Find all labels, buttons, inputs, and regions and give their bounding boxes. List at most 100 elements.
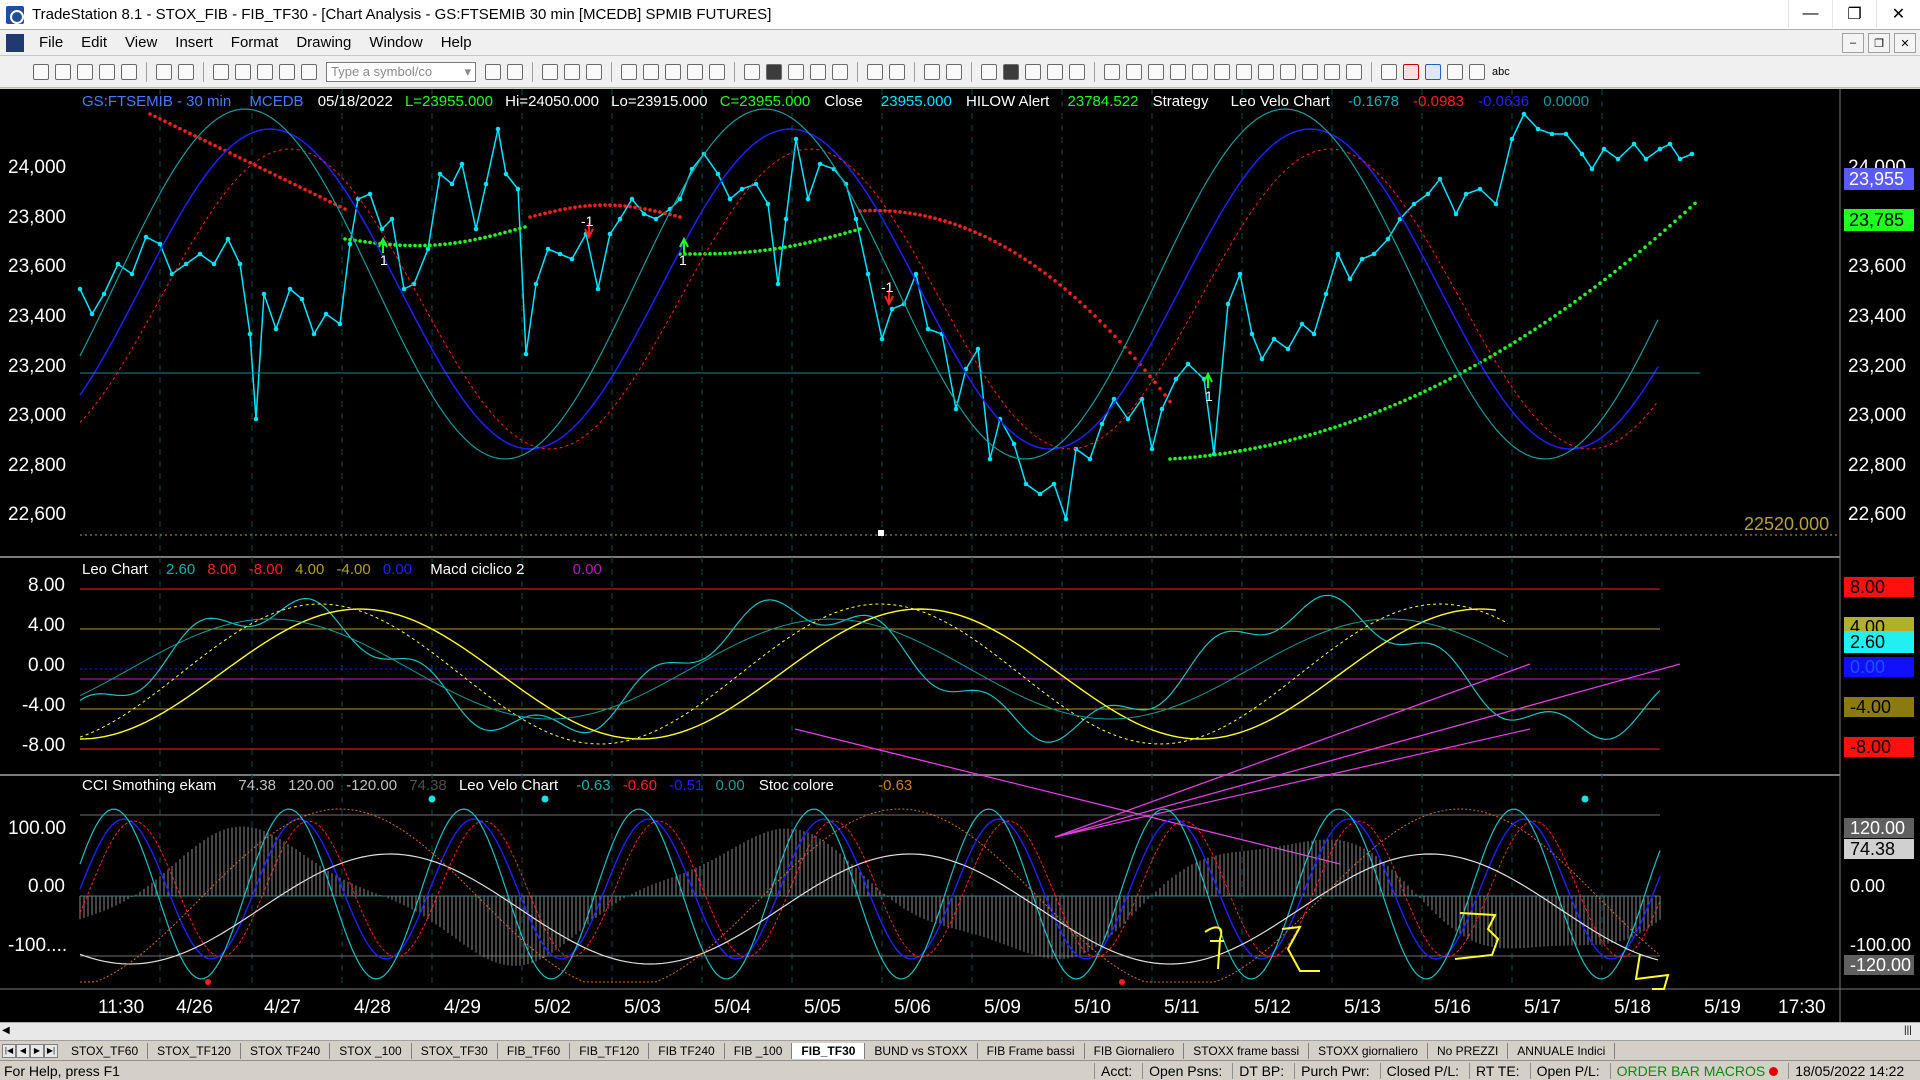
tab-prev-icon[interactable]: ◀ <box>16 1043 30 1058</box>
tab-stox-tf120[interactable]: STOX_TF120 <box>148 1042 241 1059</box>
paste-icon[interactable] <box>257 63 273 80</box>
scanner-icon[interactable] <box>621 63 637 80</box>
cycle-icon[interactable] <box>1324 63 1340 80</box>
text-tool-abc[interactable]: abc <box>1492 65 1510 78</box>
news-icon[interactable] <box>643 63 659 80</box>
scroll-right-icon[interactable]: ||| <box>1904 1025 1912 1036</box>
tab-next-icon[interactable]: ▶ <box>30 1043 44 1058</box>
tab-fib-tf30[interactable]: FIB_TF30 <box>792 1042 866 1059</box>
tab-no-prezzi[interactable]: No PREZZI <box>1428 1042 1509 1059</box>
chart-window-icon[interactable] <box>6 33 24 52</box>
tab-annuale-indici[interactable]: ANNUALE Indici <box>1508 1042 1616 1059</box>
hammer-icon[interactable] <box>1025 63 1041 80</box>
rectangle-icon[interactable] <box>1469 63 1485 80</box>
zoom-out-icon[interactable] <box>946 63 962 80</box>
insert-window-icon[interactable] <box>279 63 295 80</box>
quote-icon[interactable] <box>709 63 725 80</box>
open-workspace-icon[interactable] <box>77 63 93 80</box>
vertical-lines-icon[interactable] <box>1126 63 1142 80</box>
pen-icon[interactable] <box>1346 63 1362 80</box>
arrow-down-icon[interactable] <box>1403 63 1419 80</box>
horizontal-scrollbar[interactable]: ◀ ||| <box>0 1022 1920 1040</box>
horizontal-lines-icon[interactable] <box>1148 63 1164 80</box>
tab-stox-tf30[interactable]: STOX_TF30 <box>412 1042 498 1059</box>
leo-chart-panel[interactable] <box>79 588 1681 865</box>
save-icon[interactable] <box>121 63 137 80</box>
cci-panel[interactable] <box>79 795 1670 990</box>
chart-analysis-icon[interactable] <box>542 63 558 80</box>
refresh-icon[interactable] <box>1069 63 1085 80</box>
tab-fib-tf60[interactable]: FIB_TF60 <box>498 1042 571 1059</box>
tab-fib-giornaliero[interactable]: FIB Giornaliero <box>1085 1042 1185 1059</box>
regression-icon[interactable] <box>1258 63 1274 80</box>
symbol-lookup-icon[interactable] <box>507 63 523 80</box>
menu-insert[interactable]: Insert <box>175 34 213 51</box>
globe-icon[interactable] <box>744 63 760 80</box>
price-panel[interactable] <box>77 108 1840 536</box>
tab-stox-tf240[interactable]: STOX TF240 <box>241 1042 331 1059</box>
trendline-icon[interactable] <box>1104 63 1120 80</box>
matrix-icon[interactable] <box>586 63 602 80</box>
close-workspace-icon[interactable] <box>99 63 115 80</box>
scroll-left-icon[interactable]: ◀ <box>2 1025 10 1036</box>
copy-icon[interactable] <box>235 63 251 80</box>
line-chart-icon[interactable] <box>810 63 826 80</box>
channel-icon[interactable] <box>1280 63 1296 80</box>
go-arrow-icon[interactable] <box>485 63 501 80</box>
strategy-icon[interactable] <box>665 63 681 80</box>
freehand-icon[interactable] <box>1381 63 1397 80</box>
point-figure-icon[interactable] <box>832 63 848 80</box>
cut-icon[interactable] <box>213 63 229 80</box>
tab-fib-100[interactable]: FIB _100 <box>725 1042 793 1059</box>
format-icon[interactable] <box>1047 63 1063 80</box>
mdi-minimize-button[interactable]: – <box>1842 33 1864 53</box>
status-order-bar-macros[interactable]: ORDER BAR MACROS <box>1609 1062 1789 1079</box>
close-button[interactable]: ✕ <box>1876 0 1920 28</box>
tab-first-icon[interactable]: |◀ <box>2 1043 16 1058</box>
tab-stoxx-giornaliero[interactable]: STOXX giornaliero <box>1309 1042 1428 1059</box>
print-icon[interactable] <box>156 63 172 80</box>
tab-fib-tf120[interactable]: FIB_TF120 <box>570 1042 650 1059</box>
bar-chart-icon[interactable] <box>766 63 782 80</box>
maximize-button[interactable]: ❐ <box>1832 0 1876 28</box>
ellipse-icon[interactable] <box>1447 63 1463 80</box>
tab-stox-100[interactable]: STOX _100 <box>330 1042 412 1059</box>
open-icon[interactable] <box>55 63 71 80</box>
menu-edit[interactable]: Edit <box>81 34 108 51</box>
tab-stox-tf60[interactable]: STOX_TF60 <box>62 1042 149 1059</box>
bar-spacing-decrease-icon[interactable] <box>889 63 905 80</box>
symbol-input[interactable]: Type a symbol/co ▾ <box>326 61 476 82</box>
menu-view[interactable]: View <box>125 34 158 51</box>
arc-icon[interactable] <box>1302 63 1318 80</box>
radar-screen-icon[interactable] <box>564 63 580 80</box>
new-icon[interactable] <box>33 63 49 80</box>
pointer-icon[interactable] <box>981 63 997 80</box>
menu-drawing[interactable]: Drawing <box>296 34 352 51</box>
andrews-pitchfork-icon[interactable] <box>1236 63 1252 80</box>
tab-stoxx-frame-bassi[interactable]: STOXX frame bassi <box>1184 1042 1310 1059</box>
bar-spacing-increase-icon[interactable] <box>867 63 883 80</box>
fibonacci-icon[interactable] <box>1170 63 1186 80</box>
candlestick-icon[interactable] <box>788 63 804 80</box>
mdi-restore-button[interactable]: ❐ <box>1868 33 1890 53</box>
arrow-up-icon[interactable] <box>1425 63 1441 80</box>
mdi-close-button[interactable]: ✕ <box>1894 33 1916 53</box>
menu-format[interactable]: Format <box>230 34 279 51</box>
speed-lines-icon[interactable] <box>1192 63 1208 80</box>
chart-area[interactable]: GS:FTSEMIB - 30 min MCEDB 05/18/2022 L=2… <box>0 89 1920 1022</box>
link-icon[interactable] <box>301 63 317 80</box>
data-tips-icon[interactable] <box>1003 63 1019 80</box>
menu-file[interactable]: File <box>39 34 64 51</box>
chart-canvas[interactable]: GS:FTSEMIB - 30 min MCEDB 05/18/2022 L=2… <box>0 89 1920 1022</box>
print-preview-icon[interactable] <box>178 63 194 80</box>
minimize-button[interactable]: — <box>1788 0 1832 28</box>
gann-fan-icon[interactable] <box>1214 63 1230 80</box>
tab-last-icon[interactable]: ▶| <box>44 1043 58 1058</box>
tab-bund-vs-stoxx[interactable]: BUND vs STOXX <box>865 1042 978 1059</box>
menu-help[interactable]: Help <box>440 34 472 51</box>
zoom-in-icon[interactable] <box>924 63 940 80</box>
menu-window[interactable]: Window <box>369 34 423 51</box>
indicator-icon[interactable] <box>687 63 703 80</box>
chevron-down-icon[interactable]: ▾ <box>464 63 471 79</box>
tab-fib-frame-bassi[interactable]: FIB Frame bassi <box>978 1042 1085 1059</box>
